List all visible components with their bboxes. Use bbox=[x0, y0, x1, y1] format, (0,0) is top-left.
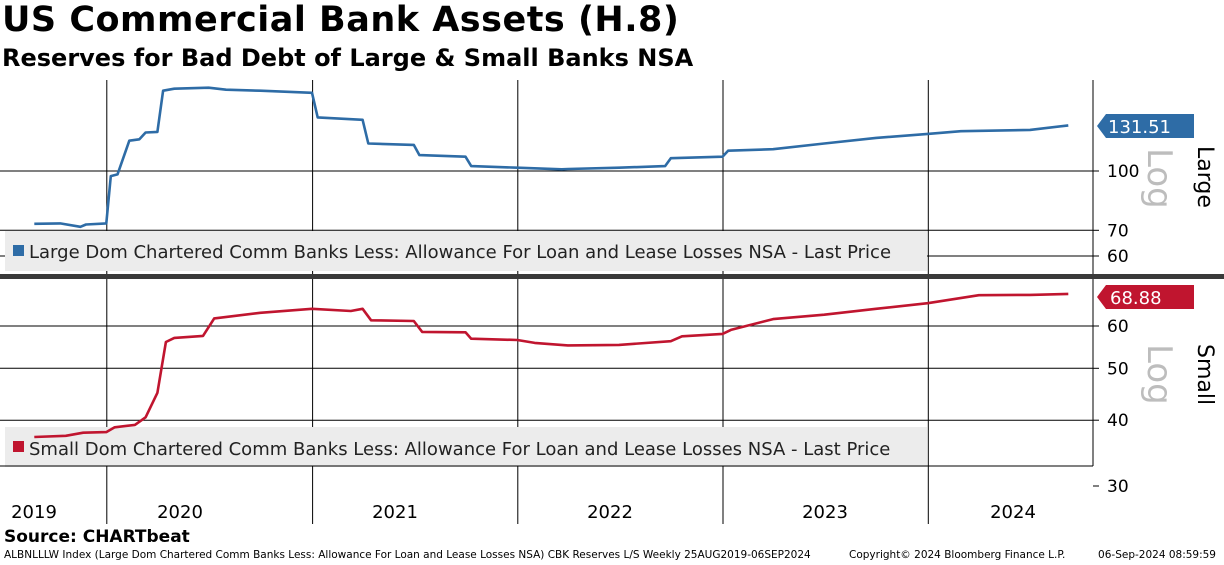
bottom-legend-label: Small Dom Chartered Comm Banks Less: All… bbox=[29, 439, 890, 460]
top-legend-swatch bbox=[13, 245, 24, 256]
bottom-legend-swatch bbox=[13, 441, 24, 452]
footer-copyright: Copyright© 2024 Bloomberg Finance L.P. bbox=[849, 549, 1066, 561]
y-tick-label: 60 bbox=[1107, 317, 1129, 337]
bottom-legend-background bbox=[5, 427, 927, 467]
small-last-value-badge bbox=[1097, 285, 1194, 309]
x-tick-label: 2021 bbox=[372, 502, 418, 523]
bottom-log-watermark: Log bbox=[1139, 344, 1179, 405]
small-last-value-tag: 68.88 bbox=[1097, 285, 1194, 309]
bottom-panel-label: Small bbox=[1192, 344, 1217, 405]
top-panel-label: Large bbox=[1192, 146, 1217, 208]
bottom-legend: Small Dom Chartered Comm Banks Less: All… bbox=[5, 427, 927, 467]
large-series-line bbox=[34, 86, 1069, 229]
x-tick-label: 2019 bbox=[11, 502, 57, 523]
panel-separator bbox=[0, 274, 1224, 279]
chart-subtitle: Reserves for Bad Debt of Large & Small B… bbox=[2, 44, 694, 72]
top-panel: 100 70 60 Log Large Large Dom Chartered Co… bbox=[0, 80, 1217, 274]
y-tick-label: 70 bbox=[1107, 221, 1129, 241]
x-tick-label: 2020 bbox=[157, 502, 203, 523]
footer-index-description: ALBNLLLW Index (Large Dom Chartered Comm… bbox=[4, 549, 811, 561]
bottom-y-axis: 60 50 40 30 bbox=[1092, 279, 1129, 497]
top-y-axis: 100 70 60 bbox=[1092, 80, 1139, 274]
large-last-value-tag: 131.51 bbox=[1097, 114, 1194, 138]
top-log-watermark: Log bbox=[1139, 148, 1179, 209]
top-legend: Large Dom Chartered Comm Banks Less: All… bbox=[5, 231, 927, 271]
footer-timestamp: 06-Sep-2024 08:59:59 bbox=[1098, 549, 1216, 561]
small-series-line bbox=[34, 292, 1069, 439]
x-axis: 2019 2020 2021 2022 2023 2024 bbox=[0, 465, 1093, 524]
top-legend-background bbox=[5, 231, 927, 271]
small-last-value-label: 68.88 bbox=[1110, 288, 1162, 309]
bottom-panel: 60 50 40 30 Log Small Small Dom Chartered C… bbox=[0, 279, 1217, 497]
large-last-value-label: 131.51 bbox=[1108, 117, 1171, 138]
y-tick-label: 30 bbox=[1107, 477, 1129, 497]
large-last-value-badge bbox=[1097, 114, 1194, 138]
y-tick-label: 50 bbox=[1107, 359, 1129, 379]
y-tick-label: 100 bbox=[1107, 162, 1139, 182]
y-tick-label: 40 bbox=[1107, 411, 1129, 431]
top-legend-label: Large Dom Chartered Comm Banks Less: All… bbox=[29, 242, 891, 263]
source-note: Source: CHARTbeat bbox=[4, 527, 190, 547]
chart-title: US Commercial Bank Assets (H.8) bbox=[2, 0, 680, 40]
x-tick-label: 2022 bbox=[587, 502, 633, 523]
x-tick-label: 2024 bbox=[990, 502, 1036, 523]
x-tick-label: 2023 bbox=[802, 502, 848, 523]
y-tick-label: 60 bbox=[1107, 247, 1129, 267]
